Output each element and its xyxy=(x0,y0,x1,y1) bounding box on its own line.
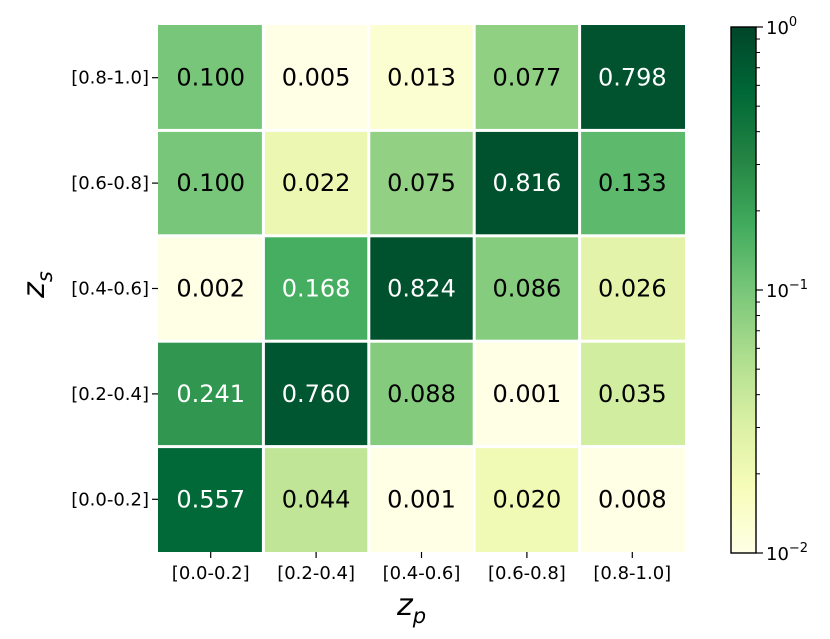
cell-value-label: 0.557 xyxy=(176,485,245,513)
cell-value-label: 0.760 xyxy=(282,380,351,408)
heatmap-cell xyxy=(158,25,262,129)
colorbar-gradient xyxy=(730,26,757,554)
heatmap-cell xyxy=(475,342,579,446)
x-tick-label: [0.2-0.4] xyxy=(277,563,355,584)
heatmap-cell xyxy=(581,237,685,340)
heatmap-cell xyxy=(264,237,368,340)
cell-value-label: 0.077 xyxy=(493,64,562,92)
heatmap-cell xyxy=(475,131,579,235)
heatmap-cell xyxy=(370,448,473,552)
x-tick-label: [0.0-0.2] xyxy=(172,563,250,584)
x-axis-label: zp xyxy=(396,588,426,628)
cell-value-label: 0.020 xyxy=(493,485,562,513)
heatmap-cell xyxy=(370,237,473,340)
heatmap-cell xyxy=(158,131,262,235)
heatmap-cell xyxy=(475,237,579,340)
heatmap-cell xyxy=(158,237,262,340)
cell-value-label: 0.022 xyxy=(282,169,351,197)
heatmap-cell xyxy=(158,342,262,446)
y-tick-label: [0.8-1.0] xyxy=(71,68,149,89)
colorbar-tick-label: 100 xyxy=(766,15,797,39)
cell-value-label: 0.816 xyxy=(493,169,562,197)
heatmap-cell xyxy=(264,342,368,446)
axis-ticks: [0.0-0.2] [0.2-0.4] [0.4-0.6] [0.6-0.8] [0.8… xyxy=(71,68,671,584)
heatmap-cell xyxy=(264,25,368,129)
cell-value-label: 0.035 xyxy=(598,380,667,408)
cell-value-label: 0.008 xyxy=(598,485,667,513)
cell-value-label: 0.002 xyxy=(176,275,245,303)
cell-value-label: 0.005 xyxy=(282,64,351,92)
cell-value-label: 0.086 xyxy=(493,275,562,303)
heatmap-cell xyxy=(370,25,473,129)
y-tick-label: [0.2-0.4] xyxy=(71,384,149,405)
heatmap-cell xyxy=(158,448,262,552)
x-tick-label: [0.8-1.0] xyxy=(593,563,671,584)
cell-value-label: 0.798 xyxy=(598,64,667,92)
heatmap-cell xyxy=(264,131,368,235)
cell-value-label: 0.013 xyxy=(387,64,456,92)
heatmap-cells: 0.100 0.005 0.013 0.077 0.798 0.100 0.022 0.075… xyxy=(158,25,685,552)
cell-value-label: 0.026 xyxy=(598,275,667,303)
cell-value-label: 0.100 xyxy=(176,64,245,92)
heatmap-cell xyxy=(475,25,579,129)
heatmap-cell xyxy=(581,131,685,235)
cell-value-label: 0.168 xyxy=(282,275,351,303)
cell-value-label: 0.001 xyxy=(493,380,562,408)
heatmap-cell xyxy=(475,448,579,552)
heatmap-cell xyxy=(581,448,685,552)
cell-value-label: 0.824 xyxy=(387,275,456,303)
colorbar-tick-label: 10−1 xyxy=(766,278,808,302)
heatmap-cell xyxy=(581,342,685,446)
heatmap-cell xyxy=(581,25,685,129)
y-tick-label: [0.0-0.2] xyxy=(71,489,149,510)
cell-value-label: 0.100 xyxy=(176,169,245,197)
heatmap-cell xyxy=(370,342,473,446)
cell-value-label: 0.075 xyxy=(387,169,456,197)
axis-labels: zp zs xyxy=(17,271,426,628)
cell-value-label: 0.133 xyxy=(598,169,667,197)
colorbar: 100 10−1 10−2 xyxy=(730,15,808,565)
cell-value-label: 0.088 xyxy=(387,380,456,408)
heatmap-cell xyxy=(264,448,368,552)
heatmap-cell xyxy=(370,131,473,235)
y-axis-label: zs xyxy=(17,271,57,299)
y-tick-label: [0.4-0.6] xyxy=(71,279,149,300)
cell-value-label: 0.001 xyxy=(387,485,456,513)
x-tick-label: [0.4-0.6] xyxy=(383,563,461,584)
cell-value-label: 0.241 xyxy=(176,380,245,408)
colorbar-tick-label: 10−2 xyxy=(766,541,808,565)
cell-value-label: 0.044 xyxy=(282,485,351,513)
y-tick-label: [0.6-0.8] xyxy=(71,173,149,194)
x-tick-label: [0.6-0.8] xyxy=(488,563,566,584)
